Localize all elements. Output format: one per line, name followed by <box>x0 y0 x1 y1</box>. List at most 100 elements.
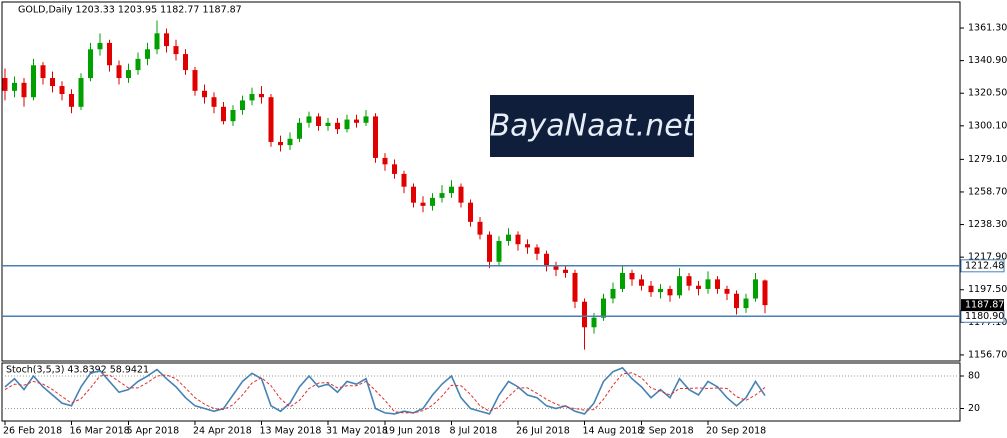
candle-body <box>268 97 274 142</box>
candle-body <box>696 285 701 289</box>
stoch-title: Stoch(3,5,3) 43.8392 58.9421 <box>6 365 149 376</box>
candle-body <box>88 49 93 79</box>
candle-body <box>183 54 188 71</box>
x-tick-label: 16 Mar 2018 <box>70 426 130 437</box>
y-tick-label: 1340.90 <box>968 55 1007 66</box>
level-label: 1212.48 <box>965 260 1004 271</box>
candle-body <box>40 65 46 79</box>
y-tick-label: 80 <box>968 371 980 382</box>
candle-body <box>496 241 502 262</box>
candle-body <box>230 110 236 122</box>
candle-body <box>629 272 635 280</box>
candle-body <box>31 65 36 98</box>
candle-body <box>97 42 103 50</box>
candle-body <box>221 106 226 122</box>
candle-body <box>667 288 673 296</box>
main-panel <box>1 1 961 362</box>
x-tick-label: 26 Feb 2018 <box>3 426 62 437</box>
candle-body <box>306 116 312 123</box>
candle-body <box>515 234 521 245</box>
candle-body <box>363 116 369 123</box>
candle-body <box>411 186 416 203</box>
candle-body <box>2 78 8 91</box>
candle-body <box>335 122 340 130</box>
candle-body <box>401 173 407 187</box>
candle-body <box>154 33 160 50</box>
x-tick-label: 24 Apr 2018 <box>193 426 252 437</box>
x-tick-label: 19 Jun 2018 <box>383 426 440 437</box>
candle-body <box>506 234 511 242</box>
candle-body <box>715 279 720 289</box>
candle-body <box>354 119 359 123</box>
candle-body <box>126 70 131 79</box>
candle-body <box>50 78 55 87</box>
candle-body <box>525 244 530 248</box>
y-tick-label: 1279.10 <box>968 154 1007 165</box>
candle-body <box>534 247 540 254</box>
candle-body <box>734 293 739 309</box>
stoch-line <box>4 372 766 414</box>
level-label: 1180.90 <box>965 311 1004 322</box>
last-price-label: 1187.87 <box>965 300 1004 311</box>
candle-body <box>420 202 426 206</box>
candle-body <box>677 276 682 296</box>
stoch-line <box>4 366 766 415</box>
x-tick-label: 13 May 2018 <box>260 426 322 437</box>
candle-body <box>648 285 654 293</box>
x-tick-label: 2 Sep 2018 <box>640 426 694 437</box>
candle-body <box>705 279 711 289</box>
candle-body <box>249 94 255 101</box>
y-tick-label: 1300.10 <box>968 120 1007 131</box>
candle-body <box>135 58 141 71</box>
candle-body <box>287 138 293 146</box>
candle-body <box>458 186 464 203</box>
candle-body <box>325 122 331 126</box>
candle-body <box>69 94 74 107</box>
candle-body <box>173 46 179 55</box>
candle-body <box>582 301 587 328</box>
candle-body <box>487 234 492 262</box>
candle-body <box>477 221 483 235</box>
candle-body <box>202 90 207 98</box>
y-tick-label: 1156.70 <box>968 349 1007 360</box>
x-tick-label: 20 Sep 2018 <box>706 426 766 437</box>
candle-body <box>297 122 302 139</box>
candle-body <box>468 202 473 222</box>
candle-body <box>430 197 435 206</box>
x-tick-label: 8 Jul 2018 <box>450 426 498 437</box>
level-label-box <box>960 259 1005 273</box>
candle-body <box>544 253 549 267</box>
watermark-box <box>490 95 694 157</box>
candle-body <box>382 157 388 165</box>
candle-body <box>762 280 768 306</box>
candle-body <box>439 193 445 198</box>
candle-body <box>211 97 217 107</box>
candle-body <box>316 116 321 126</box>
candle-body <box>686 276 692 286</box>
candle-body <box>21 82 27 98</box>
candle-body <box>572 272 578 302</box>
candle-body <box>78 78 84 107</box>
candle-body <box>164 33 169 47</box>
candle-body <box>192 70 198 91</box>
candle-body <box>563 269 568 273</box>
candle-body <box>107 42 112 66</box>
candle-body <box>601 298 606 318</box>
y-tick-label: 1197.50 <box>968 284 1007 295</box>
candle-body <box>610 288 616 299</box>
candle-body <box>278 141 283 146</box>
candle-body <box>392 164 397 174</box>
candle-body <box>724 288 730 294</box>
candle-body <box>145 49 150 59</box>
y-tick-label: 1320.50 <box>968 88 1007 99</box>
x-tick-label: 5 Apr 2018 <box>127 426 180 437</box>
candle-body <box>12 82 17 91</box>
y-tick-label: 1361.30 <box>968 23 1007 34</box>
x-tick-label: 31 May 2018 <box>326 426 388 437</box>
chart-title: GOLD,Daily 1203.33 1203.95 1182.77 1187.… <box>18 5 242 16</box>
x-tick-label: 26 Jul 2018 <box>516 426 570 437</box>
candle-body <box>116 65 122 79</box>
candle-body <box>639 279 644 286</box>
y-tick-label: 1258.70 <box>968 186 1007 197</box>
